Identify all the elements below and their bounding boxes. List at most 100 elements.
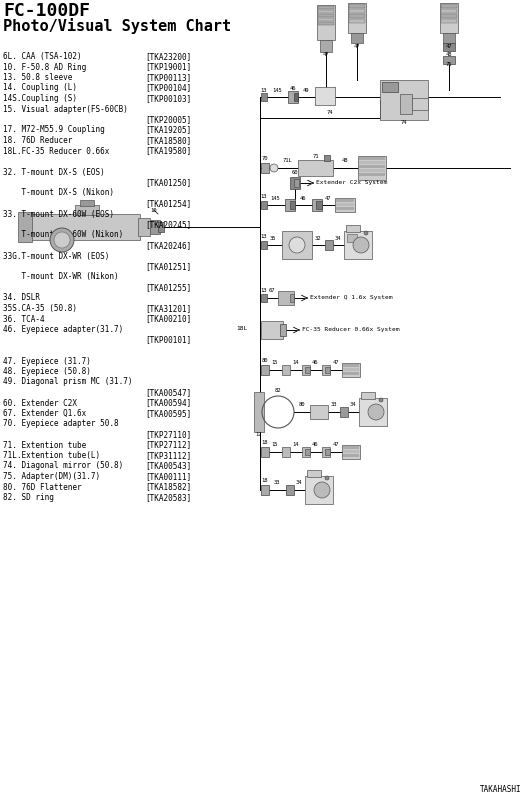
Text: 14S.Coupling (S): 14S.Coupling (S) xyxy=(3,94,77,103)
Text: 67. Extender Q1.6x: 67. Extender Q1.6x xyxy=(3,409,86,418)
Bar xyxy=(294,93,298,101)
Text: 35: 35 xyxy=(270,235,276,241)
Text: [TKP00103]: [TKP00103] xyxy=(145,94,191,103)
Text: 71L.Extention tube(L): 71L.Extention tube(L) xyxy=(3,451,100,460)
Text: 15: 15 xyxy=(272,361,278,366)
Bar xyxy=(261,241,267,249)
Bar xyxy=(305,476,333,504)
Text: 18L.FC-35 Reducer 0.66x: 18L.FC-35 Reducer 0.66x xyxy=(3,146,110,155)
Text: 49. Diagonal prism MC (31.7): 49. Diagonal prism MC (31.7) xyxy=(3,378,133,386)
Bar xyxy=(158,222,164,232)
Bar xyxy=(18,212,32,242)
Text: 17. M72-M55.9 Coupling: 17. M72-M55.9 Coupling xyxy=(3,126,105,134)
Text: 48: 48 xyxy=(446,51,452,57)
Bar xyxy=(342,445,360,459)
Bar xyxy=(349,4,365,8)
Text: 17: 17 xyxy=(256,433,262,438)
Bar xyxy=(317,5,335,40)
Text: 46: 46 xyxy=(290,86,296,90)
Bar xyxy=(285,199,295,211)
Bar xyxy=(325,367,330,373)
Text: [TKP00101]: [TKP00101] xyxy=(145,335,191,345)
Bar xyxy=(322,365,330,375)
Bar xyxy=(290,177,300,189)
Bar xyxy=(305,449,310,455)
Text: [TKP19001]: [TKP19001] xyxy=(145,62,191,71)
Text: 74: 74 xyxy=(327,110,333,115)
Bar xyxy=(351,33,363,43)
Bar xyxy=(441,14,457,18)
Bar xyxy=(359,398,387,426)
Text: 67: 67 xyxy=(269,289,275,294)
Text: 15: 15 xyxy=(272,442,278,447)
Bar xyxy=(290,294,294,302)
Bar xyxy=(261,163,269,173)
Text: 10: 10 xyxy=(150,208,157,213)
Bar xyxy=(443,56,455,64)
Bar xyxy=(254,392,264,432)
Bar xyxy=(282,447,290,457)
Text: [TKA00210]: [TKA00210] xyxy=(145,314,191,323)
Circle shape xyxy=(314,482,330,498)
Text: [TKA00543]: [TKA00543] xyxy=(145,462,191,470)
Bar xyxy=(318,6,334,9)
Text: TAKAHASHI: TAKAHASHI xyxy=(479,785,521,794)
Text: T-mount DX-S (Nikon): T-mount DX-S (Nikon) xyxy=(3,189,114,198)
Bar xyxy=(343,364,359,367)
Text: Extender C2x System: Extender C2x System xyxy=(316,180,387,185)
Bar xyxy=(359,157,385,160)
Bar xyxy=(261,485,269,495)
Text: 82: 82 xyxy=(275,387,281,393)
Circle shape xyxy=(364,231,368,235)
Bar xyxy=(302,447,310,457)
Bar xyxy=(343,372,359,375)
Bar xyxy=(261,447,269,457)
Text: 34: 34 xyxy=(350,402,356,407)
Bar xyxy=(286,485,294,495)
Bar xyxy=(349,14,365,18)
Text: [TKA00594]: [TKA00594] xyxy=(145,398,191,407)
Text: [TKA01250]: [TKA01250] xyxy=(145,178,191,187)
Text: 18. 76D Reducer: 18. 76D Reducer xyxy=(3,136,72,145)
Bar xyxy=(443,43,455,51)
Text: 80. 76D Flattener: 80. 76D Flattener xyxy=(3,482,82,491)
Bar xyxy=(318,14,334,17)
Bar xyxy=(440,3,458,33)
Text: [TKA20246]: [TKA20246] xyxy=(145,241,191,250)
Bar xyxy=(325,240,333,250)
Bar xyxy=(30,214,140,240)
Text: [TKA00111]: [TKA00111] xyxy=(145,472,191,481)
Text: [TKP27110]: [TKP27110] xyxy=(145,430,191,439)
Text: [TKP00113]: [TKP00113] xyxy=(145,73,191,82)
Polygon shape xyxy=(315,87,335,105)
Text: 47: 47 xyxy=(325,195,331,201)
Bar xyxy=(359,161,385,164)
Bar xyxy=(278,291,294,305)
Text: [TKP00104]: [TKP00104] xyxy=(145,83,191,93)
Bar xyxy=(261,365,269,375)
Text: 46. Eyepiece adapter(31.7): 46. Eyepiece adapter(31.7) xyxy=(3,325,123,334)
Text: 13: 13 xyxy=(261,87,267,93)
Bar xyxy=(336,207,354,210)
Bar xyxy=(380,80,428,120)
Bar xyxy=(288,91,298,103)
Bar xyxy=(316,201,322,209)
Text: 34: 34 xyxy=(335,235,341,241)
Bar xyxy=(305,367,310,373)
Bar xyxy=(282,231,312,259)
Bar xyxy=(294,179,299,187)
Bar xyxy=(318,10,334,13)
Text: 13. 50.8 sleeve: 13. 50.8 sleeve xyxy=(3,73,72,82)
Text: 34: 34 xyxy=(296,481,302,486)
Bar xyxy=(382,82,398,92)
Text: 46: 46 xyxy=(312,361,318,366)
Circle shape xyxy=(325,476,329,480)
Bar xyxy=(302,365,310,375)
Text: [TKP31112]: [TKP31112] xyxy=(145,451,191,460)
Text: 145: 145 xyxy=(270,195,280,201)
Bar xyxy=(261,93,267,101)
Text: [TKA19205]: [TKA19205] xyxy=(145,126,191,134)
Text: 33G.T-mount DX-WR (EOS): 33G.T-mount DX-WR (EOS) xyxy=(3,251,110,261)
Text: 70: 70 xyxy=(262,157,268,162)
Text: 145: 145 xyxy=(272,89,282,94)
